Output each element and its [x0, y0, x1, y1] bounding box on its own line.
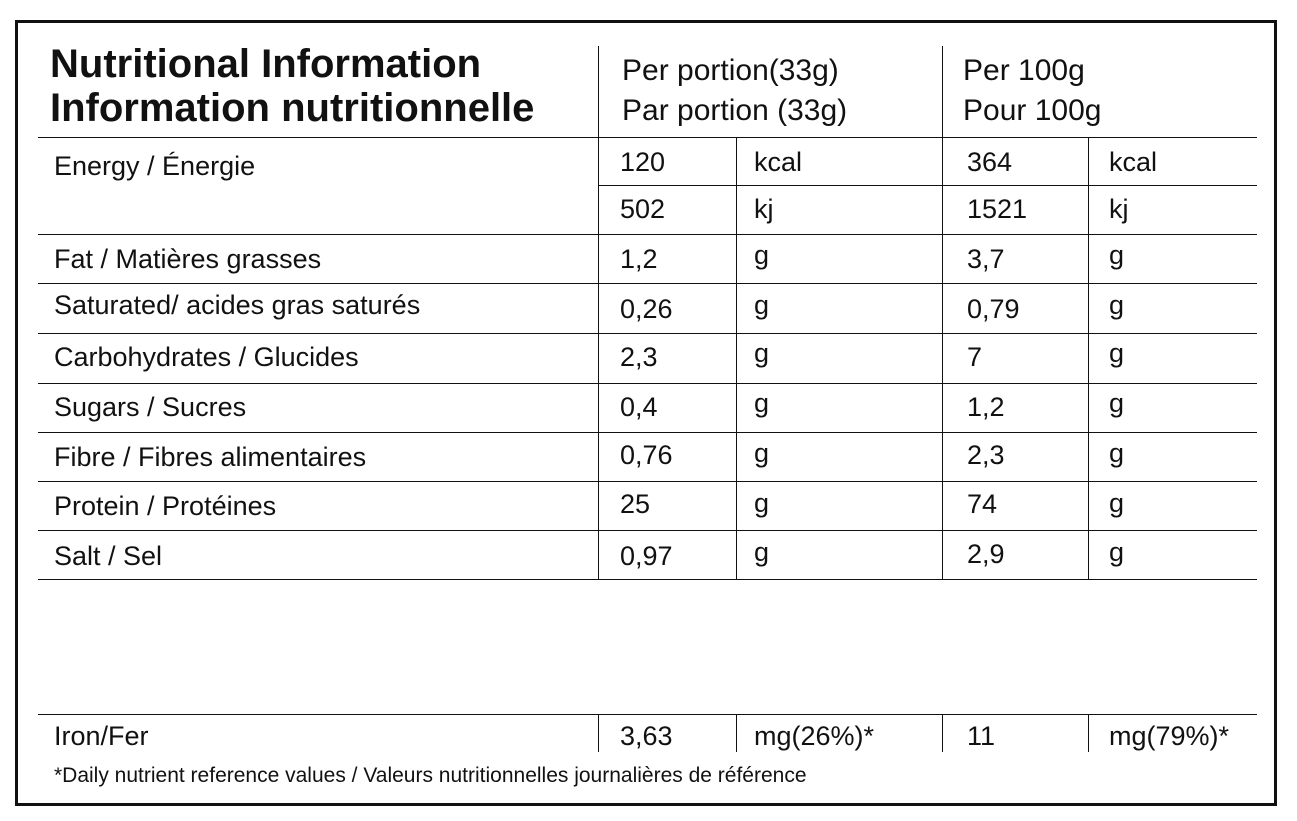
iron-per100: 11 — [967, 721, 996, 751]
sugars-portion: 0,4 — [620, 392, 658, 422]
nutrition-label-frame — [15, 20, 1277, 806]
iron-unit-100: mg(79%)* — [1109, 721, 1230, 751]
salt-unit: g — [754, 537, 770, 567]
fat-per100: 3,7 — [967, 244, 1005, 274]
saturated-unit: g — [754, 290, 770, 320]
fat-label: Fat / Matières grasses — [54, 244, 322, 274]
sugars-unit-100: g — [1109, 388, 1125, 418]
carbohydrates-portion: 2,3 — [620, 342, 658, 372]
energy-kj-portion: 502 — [620, 194, 666, 224]
fibre-per100: 2,3 — [967, 440, 1005, 470]
row-divider — [38, 481, 1257, 482]
carbohydrates-label: Carbohydrates / Glucides — [54, 342, 359, 372]
row-divider — [38, 234, 1257, 235]
carbohydrates-unit-100: g — [1109, 338, 1125, 368]
iron-unit: mg(26%)* — [754, 721, 875, 751]
row-divider — [38, 283, 1257, 284]
iron-column-divider — [736, 714, 737, 752]
fibre-portion: 0,76 — [620, 440, 673, 470]
title-fr: Information nutritionnelle — [50, 86, 535, 130]
salt-label: Salt / Sel — [54, 541, 163, 571]
iron-column-divider — [942, 714, 943, 752]
saturated-portion: 0,26 — [620, 294, 673, 324]
iron-column-divider — [1088, 714, 1089, 752]
row-divider — [38, 383, 1257, 384]
saturated-unit-100: g — [1109, 290, 1125, 320]
protein-label: Protein / Protéines — [54, 491, 277, 521]
row-divider — [38, 579, 1257, 580]
carbohydrates-per100: 7 — [967, 342, 983, 372]
fibre-label: Fibre / Fibres alimentaires — [54, 442, 367, 472]
footnote: *Daily nutrient reference values / Valeu… — [54, 764, 807, 787]
fat-unit: g — [754, 240, 770, 270]
energy-kcal-divider — [598, 185, 1257, 186]
per-100g-header-fr: Pour 100g — [963, 94, 1102, 127]
carbohydrates-unit: g — [754, 338, 770, 368]
iron-label: Iron/Fer — [54, 721, 149, 751]
energy-label: Energy / Énergie — [54, 151, 256, 181]
saturated-per100: 0,79 — [967, 294, 1020, 324]
header-divider — [38, 137, 1257, 138]
saturated-label: Saturated/ acides gras saturés — [54, 290, 421, 320]
title-en: Nutritional Information — [50, 42, 482, 86]
salt-unit-100: g — [1109, 537, 1125, 567]
iron-portion: 3,63 — [620, 721, 673, 751]
per-100g-header-en: Per 100g — [963, 54, 1085, 87]
row-divider — [38, 530, 1257, 531]
row-divider — [38, 432, 1257, 433]
energy-kj-unit: kj — [754, 194, 774, 224]
per-portion-header-fr: Par portion (33g) — [622, 94, 848, 127]
column-divider — [736, 137, 737, 580]
sugars-per100: 1,2 — [967, 392, 1005, 422]
column-divider — [598, 46, 599, 580]
energy-kj-per100: 1521 — [967, 194, 1028, 224]
fat-unit-100: g — [1109, 240, 1125, 270]
protein-unit: g — [754, 488, 770, 518]
energy-kcal-portion: 120 — [620, 147, 666, 177]
salt-per100: 2,9 — [967, 539, 1005, 569]
energy-kcal-unit-100: kcal — [1109, 147, 1158, 177]
energy-kj-unit-100: kj — [1109, 194, 1129, 224]
per-portion-header-en: Per portion(33g) — [622, 54, 839, 87]
iron-column-divider — [598, 714, 599, 752]
column-divider — [942, 46, 943, 580]
energy-kcal-per100: 364 — [967, 147, 1013, 177]
protein-portion: 25 — [620, 489, 651, 519]
fibre-unit: g — [754, 438, 770, 468]
protein-per100: 74 — [967, 489, 998, 519]
salt-portion: 0,97 — [620, 541, 673, 571]
iron-top-divider — [38, 714, 1257, 715]
sugars-unit: g — [754, 388, 770, 418]
protein-unit-100: g — [1109, 488, 1125, 518]
fat-portion: 1,2 — [620, 244, 658, 274]
energy-kcal-unit: kcal — [754, 147, 803, 177]
column-divider — [1088, 137, 1089, 580]
fibre-unit-100: g — [1109, 438, 1125, 468]
sugars-label: Sugars / Sucres — [54, 392, 247, 422]
row-divider — [38, 333, 1257, 334]
